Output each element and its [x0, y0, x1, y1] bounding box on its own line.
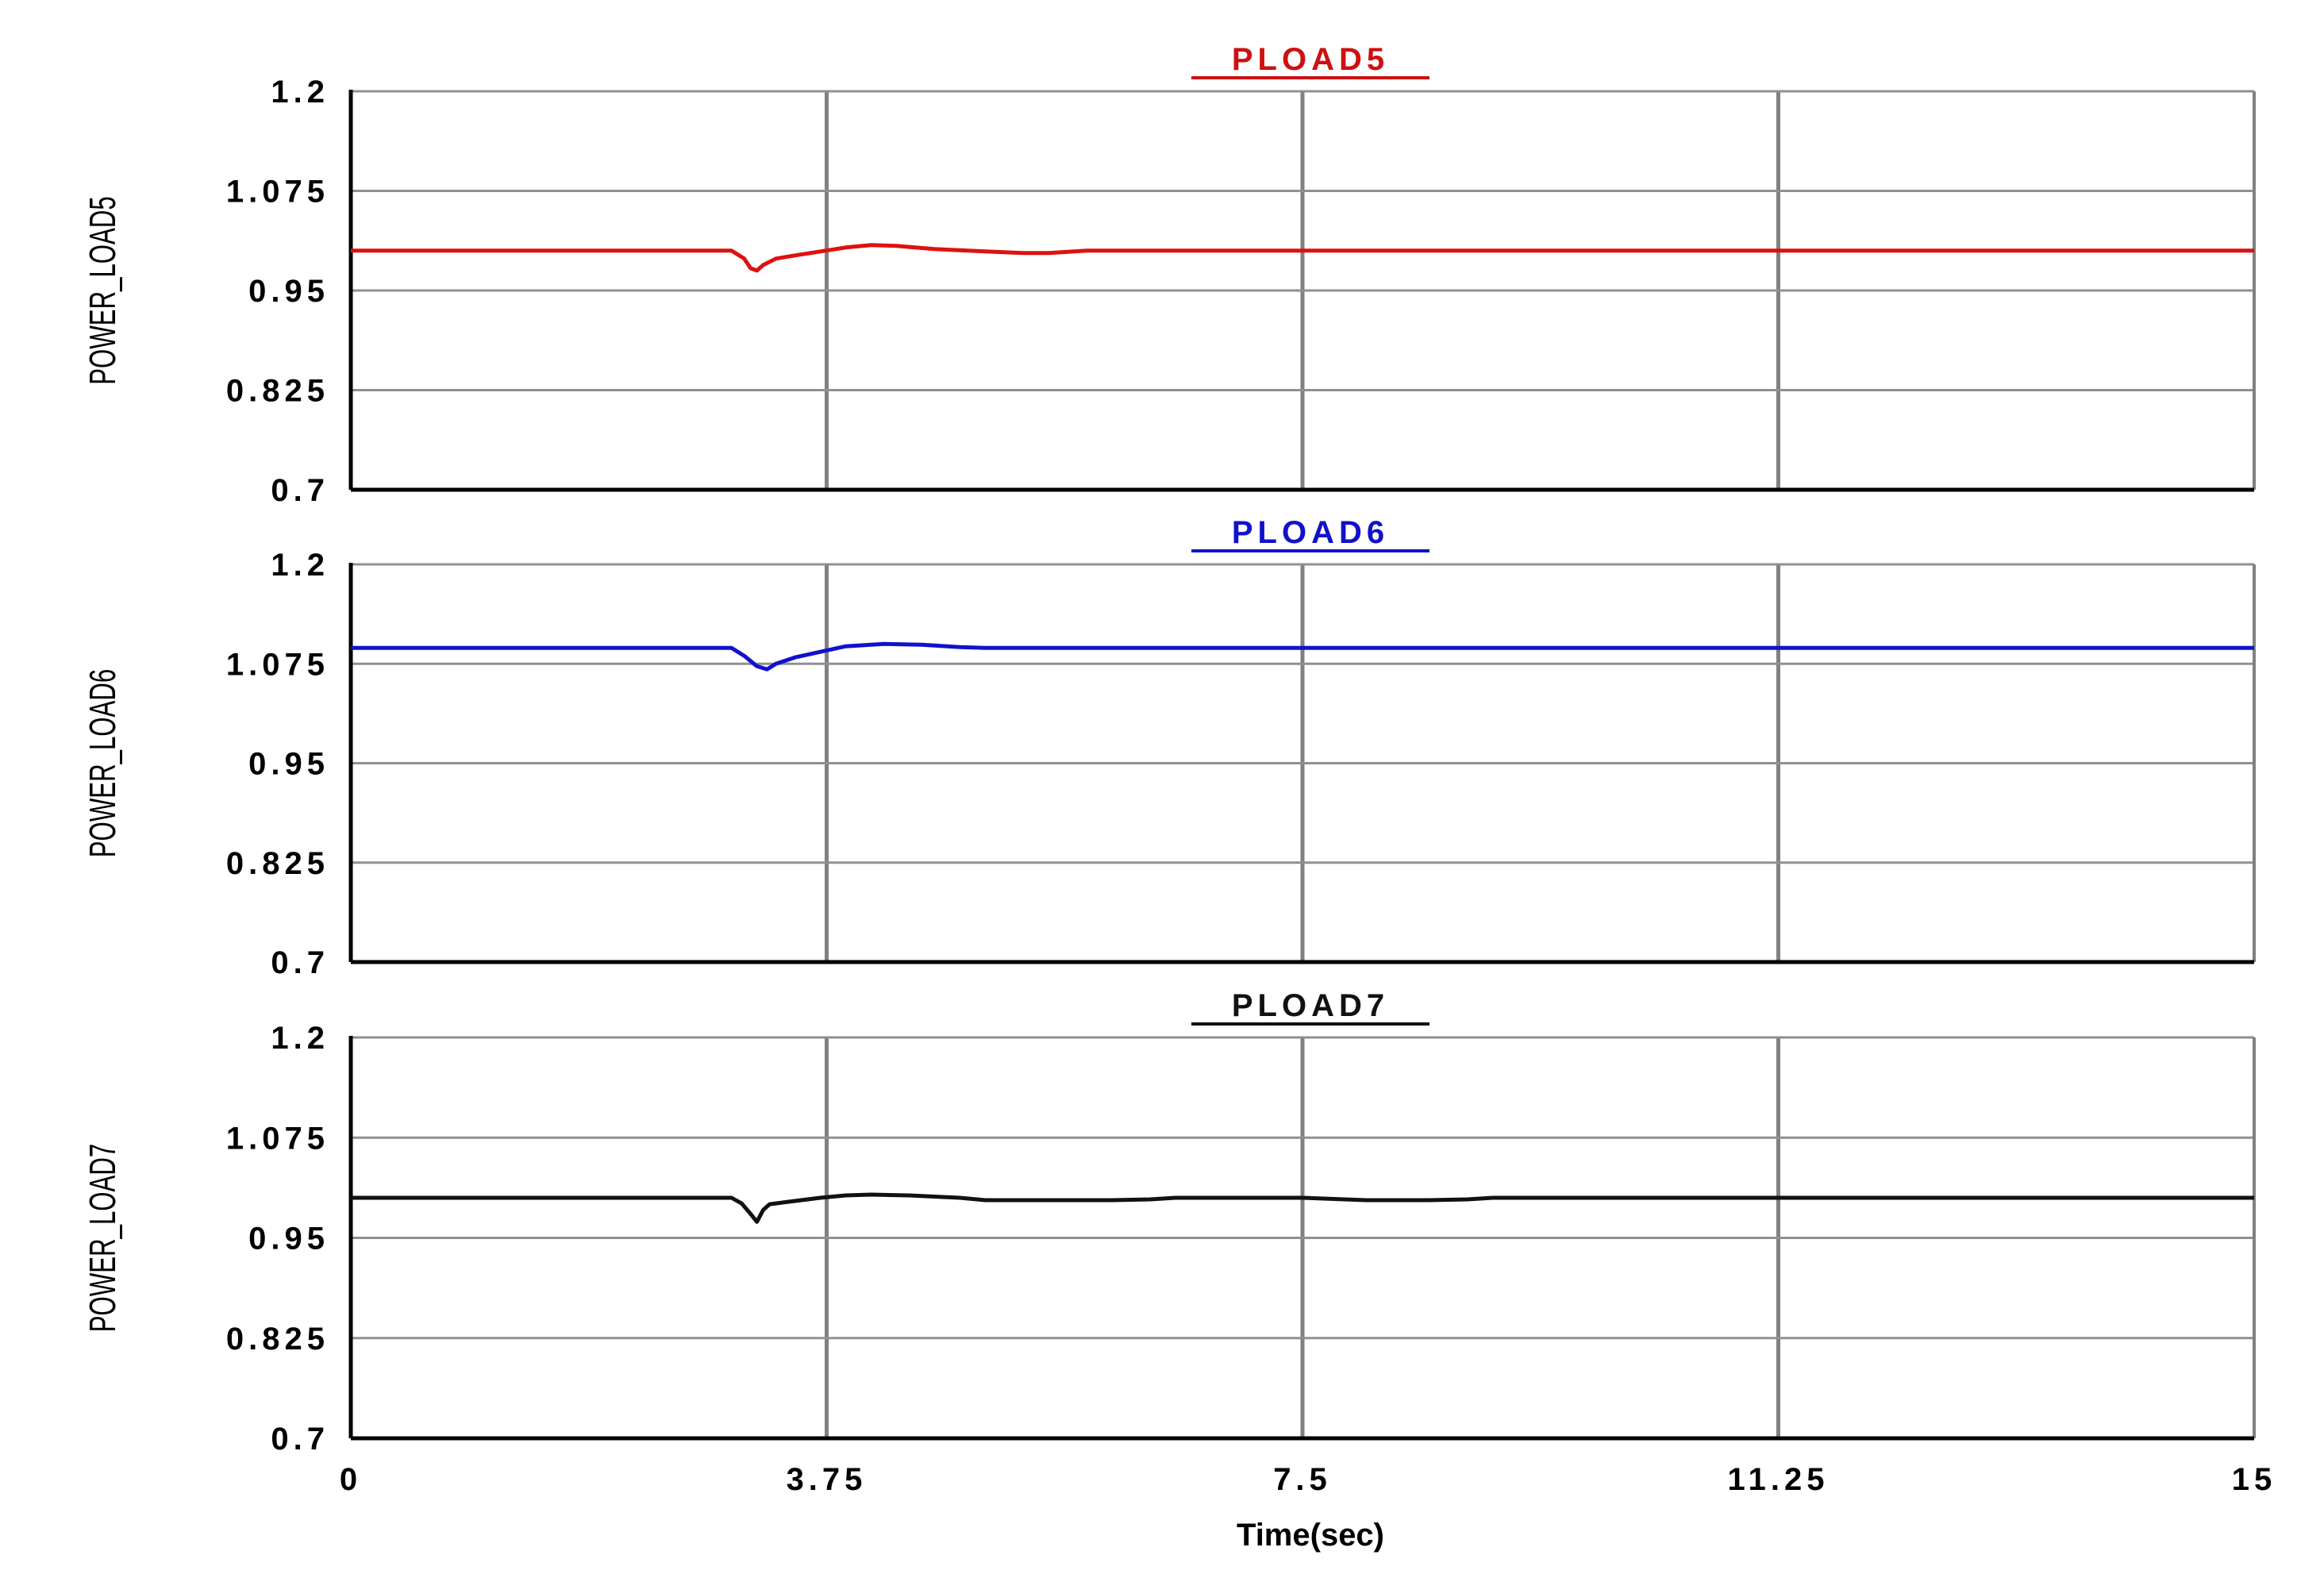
- y-tick-label: 1.2: [271, 1021, 329, 1056]
- y-tick-label: 1.2: [271, 548, 329, 583]
- panel-title: PLOAD7: [1232, 988, 1389, 1023]
- panel-title: PLOAD6: [1232, 515, 1389, 550]
- x-axis-label: Time(sec): [1237, 1518, 1384, 1553]
- x-tick-label: 11.25: [1728, 1462, 1830, 1497]
- y-axis-label: POWER_LOAD7: [83, 1144, 123, 1333]
- y-tick-label: 1.2: [271, 75, 329, 110]
- x-tick-label: 3.75: [787, 1462, 868, 1497]
- y-tick-label: 0.825: [226, 374, 329, 409]
- y-tick-label: 0.7: [271, 945, 329, 980]
- y-tick-label: 0.7: [271, 1422, 329, 1457]
- y-tick-label: 0.95: [248, 1222, 329, 1257]
- series-line-3: [351, 1192, 2254, 1224]
- x-tick-label: 7.5: [1273, 1462, 1332, 1497]
- chart-panels: 0.70.8250.951.0751.2POWER_LOAD5PLOAD50.7…: [83, 42, 2277, 1553]
- chart-panel-2: 0.7 0.825 0.95 1.075 1.2 POWER_LOAD6 PLOAD6: [83, 515, 2256, 980]
- y-tick-label: 0.7: [271, 473, 329, 508]
- y-tick-label: 1.075: [226, 647, 329, 682]
- chart-panel-1: 0.7 0.825 0.95 1.075 1.2 POWER_LOAD5 PLOAD5: [83, 42, 2256, 508]
- y-tick-label: 0.95: [248, 274, 329, 309]
- x-tick-label: 0: [340, 1462, 362, 1497]
- x-tick-label: 15: [2232, 1462, 2277, 1497]
- y-tick-label: 1.075: [226, 1121, 329, 1156]
- series-line-1: [351, 243, 2254, 273]
- y-tick-label: 1.075: [226, 175, 329, 210]
- series-line-2: [351, 641, 2254, 672]
- chart-panel-3: 0.7 0.825 0.95 1.075 1.2 POWER_LOAD7 PLOAD7 0 3.…: [83, 988, 2277, 1553]
- y-tick-label: 0.825: [226, 1322, 329, 1357]
- y-axis-label: POWER_LOAD5: [83, 196, 123, 385]
- y-tick-label: 0.95: [248, 747, 329, 782]
- y-tick-label: 0.825: [226, 846, 329, 881]
- y-axis-label: POWER_LOAD6: [83, 669, 123, 858]
- panel-title: PLOAD5: [1232, 42, 1389, 77]
